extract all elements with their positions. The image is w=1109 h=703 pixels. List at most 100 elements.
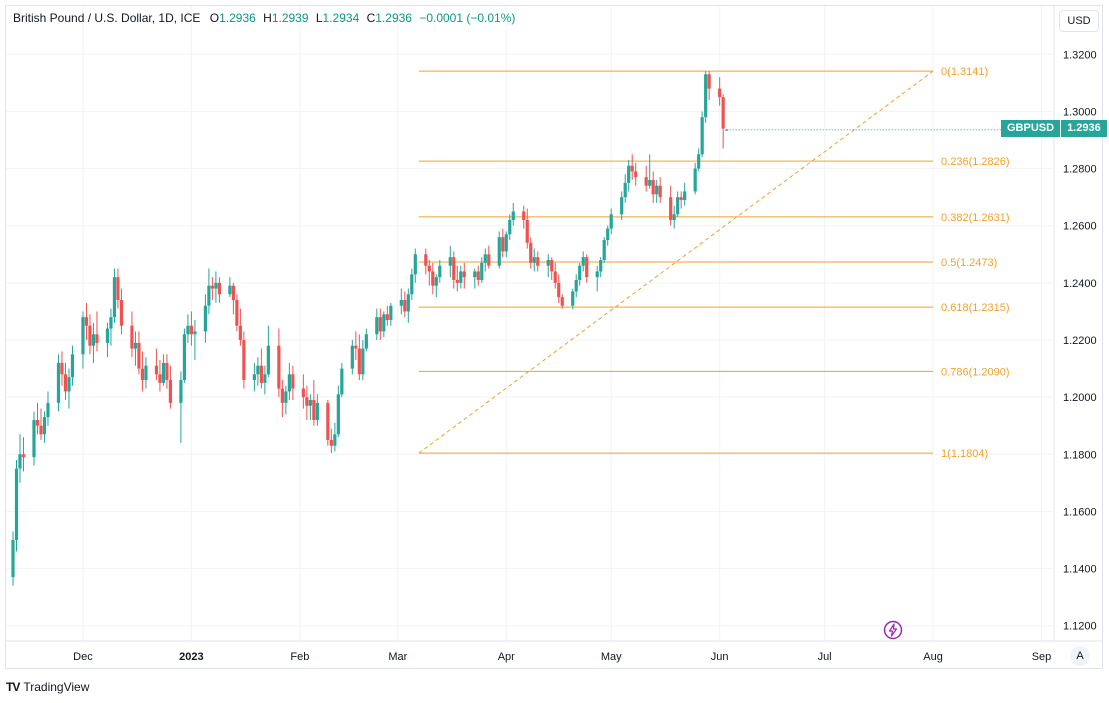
fib-level-label: 0.236(1.2826) [941, 156, 1010, 168]
candle-body [413, 254, 417, 275]
candle-body [95, 334, 99, 343]
candle-body [56, 362, 61, 403]
x-tick-label: 2023 [179, 651, 203, 663]
candle-body [700, 117, 704, 155]
candle-body [452, 257, 456, 280]
axis-layer: 1.1200 1.1400 1.1600 1.1800 1.2000 1.2200 1.24… [6, 6, 1103, 663]
candle-body [606, 228, 610, 240]
open-label: O [209, 11, 220, 25]
branding[interactable]: TV TradingView [6, 680, 89, 694]
candle-body [312, 400, 316, 420]
candle-body [651, 180, 655, 195]
candle-body [137, 342, 141, 369]
candle-body [375, 317, 379, 335]
candle-body [109, 317, 113, 329]
candle-body [210, 285, 215, 289]
candle-body [112, 277, 117, 318]
fib-level-label: 0.786(1.2090) [941, 366, 1010, 378]
candle-body [305, 397, 309, 406]
candle-body [277, 345, 281, 389]
candle-body [88, 325, 92, 346]
x-tick-label: May [601, 651, 622, 663]
candle-body [263, 374, 267, 383]
candle-body [385, 314, 389, 320]
tradingview-logo-icon: TV [6, 680, 20, 694]
candle-body [357, 348, 361, 375]
y-tick-label: 1.2800 [1063, 164, 1097, 176]
candle-body [291, 374, 295, 389]
low-label: L [315, 11, 323, 25]
fib-level-label: 0.5(1.2473) [941, 257, 997, 269]
flash-icon[interactable] [883, 620, 903, 640]
candle-body [581, 257, 585, 266]
candle-body [154, 365, 159, 375]
y-tick-label: 1.3000 [1063, 106, 1097, 118]
chart-frame [5, 5, 1103, 669]
candle-body [536, 257, 540, 266]
candle-body [133, 342, 138, 349]
candle-body [406, 294, 410, 312]
candle-body [228, 285, 232, 295]
ohlc-legend: British Pound / U.S. Dollar, 1D, ICE O1.… [13, 11, 515, 25]
candle-body [511, 211, 515, 220]
candle-body [242, 340, 246, 380]
candle-body [669, 197, 673, 220]
candle-body [630, 165, 634, 172]
candle-body [165, 362, 169, 380]
candle-body [354, 345, 358, 349]
candle-body [704, 74, 708, 118]
x-tick-label: Apr [498, 651, 515, 663]
candle-body [70, 354, 75, 378]
candle-body [571, 291, 575, 306]
currency-button[interactable]: USD [1059, 10, 1099, 32]
candle-body [455, 280, 459, 283]
candle-body [718, 88, 722, 98]
candle-body [557, 282, 561, 298]
ticker-label: GBPUSD [1001, 120, 1061, 137]
candle-body [81, 317, 85, 355]
candle-body [105, 328, 110, 343]
y-tick-label: 1.1200 [1063, 621, 1097, 633]
candle-body [35, 420, 40, 426]
candle-body [609, 214, 613, 229]
candle-body [693, 168, 697, 192]
high-value: 1.2939 [271, 11, 309, 25]
candle-body [560, 297, 564, 306]
grid-layer [6, 6, 1052, 641]
candle-body [39, 425, 43, 435]
candle-body [525, 220, 529, 243]
candle-body [522, 211, 526, 220]
candle-body [252, 374, 256, 380]
candle-body [235, 300, 239, 326]
candle-body [214, 282, 218, 289]
candle-body [91, 334, 96, 346]
candle-body [203, 305, 208, 332]
open-value: 1.2936 [219, 11, 256, 25]
x-tick-label: Mar [388, 651, 407, 663]
auto-scale-button[interactable]: A [1070, 646, 1090, 666]
x-tick-label: Sep [1032, 651, 1052, 663]
candle-body [14, 468, 19, 540]
fibonacci-retracement: 0(1.3141) 0.236(1.2826) 0.382(1.2631) 0.5(1… [418, 66, 1010, 460]
candle-body [287, 374, 291, 392]
candle-body [672, 214, 676, 220]
candle-body [315, 402, 319, 420]
candle-body [158, 374, 162, 383]
change-value: −0.0001 (−0.01%) [419, 11, 516, 25]
candle-body [634, 171, 638, 178]
candle-body [11, 540, 15, 578]
candle-body [462, 271, 466, 278]
candle-body [378, 317, 382, 332]
candle-body [532, 257, 536, 263]
fib-level-label: 1(1.1804) [941, 448, 988, 460]
candle-body [655, 185, 659, 195]
candle-body [602, 240, 606, 260]
candle-body [32, 420, 36, 458]
candle-body [42, 417, 47, 435]
candle-body [553, 271, 557, 283]
candle-body [329, 440, 333, 446]
candle-body [438, 265, 442, 278]
candle-body [676, 197, 680, 215]
candle-body [231, 285, 235, 300]
